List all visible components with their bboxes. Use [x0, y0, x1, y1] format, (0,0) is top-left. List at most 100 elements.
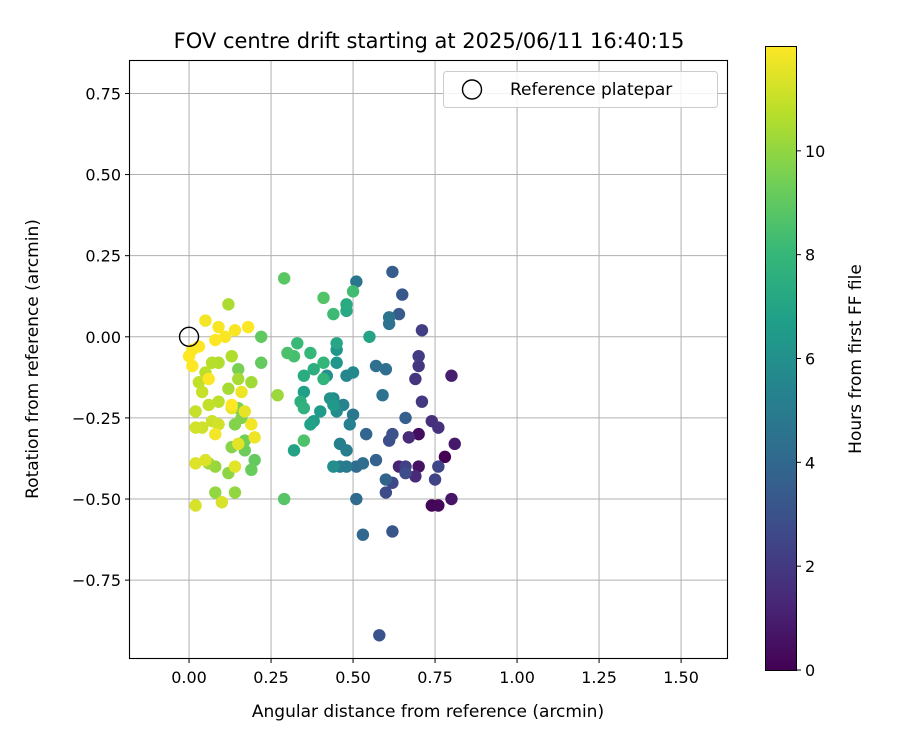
scatter-point — [317, 372, 330, 386]
scatter-point — [409, 372, 422, 386]
scatter-point — [245, 418, 258, 431]
scatter-point — [209, 333, 222, 347]
scatter-point — [386, 427, 399, 441]
scatter-point — [340, 298, 353, 311]
scatter-point — [271, 388, 284, 402]
plot-frame — [128, 59, 729, 660]
scatter-point — [238, 405, 252, 418]
x-tick-label: 1.00 — [499, 668, 535, 687]
scatter-point — [209, 427, 222, 441]
colorbar-label: Hours from first FF file — [846, 264, 866, 454]
scatter-point — [409, 470, 422, 483]
colorbar-tick-label: 6 — [805, 350, 815, 369]
scatter-point — [432, 460, 445, 473]
scatter-point — [212, 418, 225, 431]
scatter-point — [396, 288, 409, 301]
scatter-point — [205, 356, 219, 369]
scatter-point — [235, 385, 248, 399]
y-axis-label: Rotation from reference (arcmin) — [23, 219, 43, 499]
scatter-point — [297, 369, 311, 382]
scatter-point — [415, 395, 429, 408]
scatter-point — [212, 320, 225, 334]
x-tick-label: 0.50 — [335, 668, 371, 687]
scatter-point — [402, 431, 416, 444]
x-axis-ticks: 0.00 0.25 0.50 0.75 1.00 1.25 1.50 — [171, 658, 699, 687]
x-tick-label: 0.75 — [417, 668, 453, 687]
scatter-point — [307, 363, 320, 376]
scatter-point — [215, 496, 229, 509]
scatter-point — [330, 356, 343, 369]
scatter-point — [297, 385, 311, 399]
scatter-point — [304, 346, 317, 360]
colorbar: 0 2 4 6 8 10 Hours from first FF file — [765, 46, 866, 680]
y-tick-label: 0.75 — [85, 84, 121, 103]
scatter-point — [448, 437, 461, 451]
scatter-point — [255, 356, 268, 369]
chart-title: FOV centre drift starting at 2025/06/11 … — [174, 29, 685, 53]
scatter-point — [317, 291, 330, 305]
scatter-point — [291, 337, 304, 350]
scatter-point — [412, 359, 425, 373]
scatter-point — [202, 372, 215, 386]
scatter-point — [356, 457, 370, 470]
scatter-point — [369, 359, 383, 373]
scatter-point — [186, 359, 199, 373]
y-tick-label: −0.75 — [72, 571, 121, 590]
scatter-point — [232, 437, 245, 451]
scatter-point — [248, 431, 261, 444]
scatter-point — [199, 314, 212, 327]
legend-label-reference-platepar: Reference platepar — [510, 80, 672, 100]
scatter-point — [379, 473, 393, 486]
scatter-point — [281, 346, 294, 360]
scatter-point — [346, 285, 360, 298]
y-tick-label: 0.25 — [85, 247, 121, 266]
x-axis-label: Angular distance from reference (arcmin) — [252, 702, 604, 722]
scatter-point — [350, 275, 363, 288]
scatter-point — [343, 418, 356, 431]
scatter-point — [428, 473, 442, 486]
scatter-point — [228, 460, 242, 473]
scatter-point — [304, 418, 317, 431]
scatter-point — [245, 376, 258, 389]
scatter-point — [379, 486, 393, 499]
scatter-point — [327, 307, 340, 321]
scatter-point — [369, 453, 383, 467]
scatter-point — [228, 324, 242, 337]
scatter-point — [218, 330, 232, 343]
scatter-point — [192, 376, 206, 389]
colorbar-tick-label: 8 — [805, 246, 815, 265]
y-tick-label: −0.25 — [72, 409, 121, 428]
scatter-point — [225, 350, 238, 363]
scatter-point — [232, 363, 245, 376]
scatter-point — [359, 427, 373, 441]
scatter-point — [314, 405, 327, 418]
scatter-point — [202, 398, 215, 412]
scatter-point — [241, 320, 255, 334]
scatter-point — [195, 385, 209, 399]
scatter-point — [245, 463, 258, 477]
legend-box — [443, 71, 718, 108]
scatter-point — [330, 337, 343, 350]
scatter-point — [287, 444, 301, 457]
scatter-point — [228, 486, 242, 499]
y-axis-ticks: 0.75 0.50 0.25 0.00 −0.25 −0.50 −0.75 — [72, 84, 130, 590]
scatter-point — [412, 427, 425, 441]
x-tick-label: 1.50 — [663, 668, 699, 687]
scatter-point — [189, 405, 202, 418]
scatter-point — [386, 525, 399, 538]
scatter-point — [189, 499, 202, 512]
reference-platepar-marker — [178, 326, 200, 347]
scatter-point — [379, 363, 393, 376]
scatter-point — [333, 437, 347, 451]
x-tick-label: 0.25 — [253, 668, 289, 687]
scatter-point — [373, 629, 386, 642]
legend: Reference platepar — [443, 71, 718, 108]
colorbar-gradient — [765, 46, 797, 671]
scatter-point — [182, 350, 196, 363]
scatter-point — [248, 453, 261, 467]
scatter-point — [386, 265, 399, 279]
scatter-point — [376, 388, 389, 402]
x-tick-label: 0.00 — [171, 668, 207, 687]
scatter-point — [327, 398, 340, 412]
scatter-point — [199, 453, 212, 467]
